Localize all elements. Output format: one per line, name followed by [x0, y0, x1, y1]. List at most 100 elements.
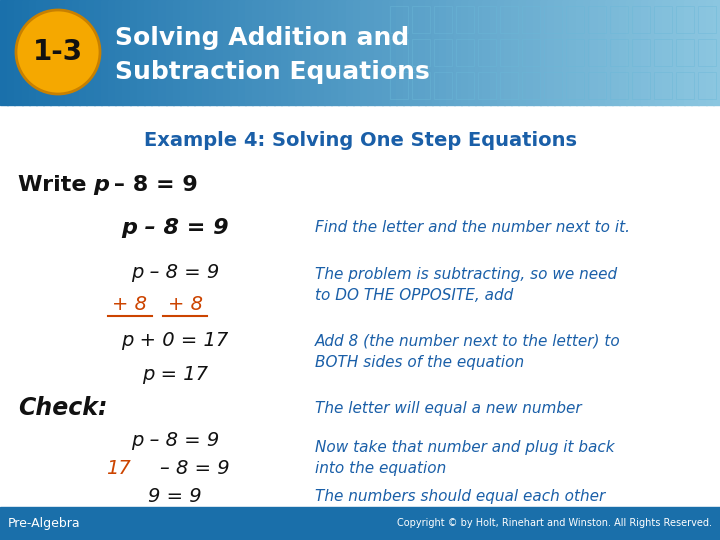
Text: p + 0 = 17: p + 0 = 17 [122, 330, 229, 349]
Bar [662, 0, 670, 105]
Bar [166, 0, 174, 105]
Bar [202, 0, 210, 105]
Bar [115, 0, 123, 105]
Bar [500, 72, 518, 99]
Bar [691, 0, 699, 105]
Bar [216, 0, 224, 105]
Bar [374, 0, 382, 105]
Bar [238, 0, 246, 105]
Bar [588, 6, 606, 33]
Bar [610, 72, 628, 99]
Text: The numbers should equal each other: The numbers should equal each other [315, 489, 606, 503]
Bar [654, 39, 672, 66]
Bar [576, 0, 584, 105]
Bar [29, 0, 37, 105]
Bar [122, 0, 130, 105]
Bar [252, 0, 260, 105]
Bar [403, 0, 411, 105]
Bar [425, 0, 433, 105]
Bar [522, 6, 540, 33]
Bar [94, 0, 102, 105]
Text: The letter will equal a new number: The letter will equal a new number [315, 401, 582, 415]
Text: p – 8 = 9: p – 8 = 9 [131, 430, 219, 449]
Text: p = 17: p = 17 [142, 366, 208, 384]
Bar [331, 0, 339, 105]
Bar [566, 39, 584, 66]
Bar [72, 0, 80, 105]
Bar [434, 72, 452, 99]
Bar [544, 6, 562, 33]
Bar [346, 0, 354, 105]
Bar [706, 0, 714, 105]
Bar [698, 39, 716, 66]
Bar [446, 0, 454, 105]
Bar [79, 0, 87, 105]
Bar [676, 72, 694, 99]
Text: 17: 17 [106, 458, 130, 477]
Text: The problem is subtracting, so we need
to DO THE OPPOSITE, add: The problem is subtracting, so we need t… [315, 267, 617, 303]
Bar [478, 39, 496, 66]
Text: Example 4: Solving One Step Equations: Example 4: Solving One Step Equations [143, 131, 577, 150]
Bar [588, 39, 606, 66]
Bar [209, 0, 217, 105]
Text: Find the letter and the number next to it.: Find the letter and the number next to i… [315, 220, 630, 235]
Bar [310, 0, 318, 105]
Text: p – 8 = 9: p – 8 = 9 [121, 218, 229, 238]
Bar [389, 0, 397, 105]
Bar [698, 0, 706, 105]
Bar [418, 0, 426, 105]
Bar [382, 0, 390, 105]
Bar [390, 72, 408, 99]
Text: Copyright © by Holt, Rinehart and Winston. All Rights Reserved.: Copyright © by Holt, Rinehart and Winsto… [397, 518, 712, 528]
Bar [490, 0, 498, 105]
Bar [566, 6, 584, 33]
Bar [14, 0, 22, 105]
Bar [412, 6, 430, 33]
Bar [610, 39, 628, 66]
Bar [605, 0, 613, 105]
Text: + 8: + 8 [168, 295, 202, 314]
Bar [554, 0, 562, 105]
Bar [634, 0, 642, 105]
Bar [396, 0, 404, 105]
Bar [632, 6, 650, 33]
Bar [7, 0, 15, 105]
Bar [22, 0, 30, 105]
Bar [655, 0, 663, 105]
Bar [500, 6, 518, 33]
Bar [547, 0, 555, 105]
Bar [144, 0, 152, 105]
Bar [367, 0, 375, 105]
Bar [50, 0, 58, 105]
Bar [245, 0, 253, 105]
Bar [0, 0, 8, 105]
Bar [540, 0, 548, 105]
Bar [626, 0, 634, 105]
Bar [713, 0, 720, 105]
Bar [676, 6, 694, 33]
Bar [612, 0, 620, 105]
Text: – 8 = 9: – 8 = 9 [160, 458, 230, 477]
Bar [259, 0, 267, 105]
Bar [360, 0, 368, 105]
Bar [569, 0, 577, 105]
Bar [632, 72, 650, 99]
Bar [468, 0, 476, 105]
Bar [518, 0, 526, 105]
Bar [482, 0, 490, 105]
Bar [223, 0, 231, 105]
Text: p: p [93, 175, 109, 195]
Bar [544, 72, 562, 99]
Bar [497, 0, 505, 105]
Bar [677, 0, 685, 105]
Bar [648, 0, 656, 105]
Text: 9 = 9: 9 = 9 [148, 487, 202, 505]
Bar [187, 0, 195, 105]
Bar [522, 72, 540, 99]
Bar [194, 0, 202, 105]
Bar [475, 0, 483, 105]
Bar [295, 0, 303, 105]
Bar [654, 72, 672, 99]
Bar [390, 39, 408, 66]
Bar [158, 0, 166, 105]
